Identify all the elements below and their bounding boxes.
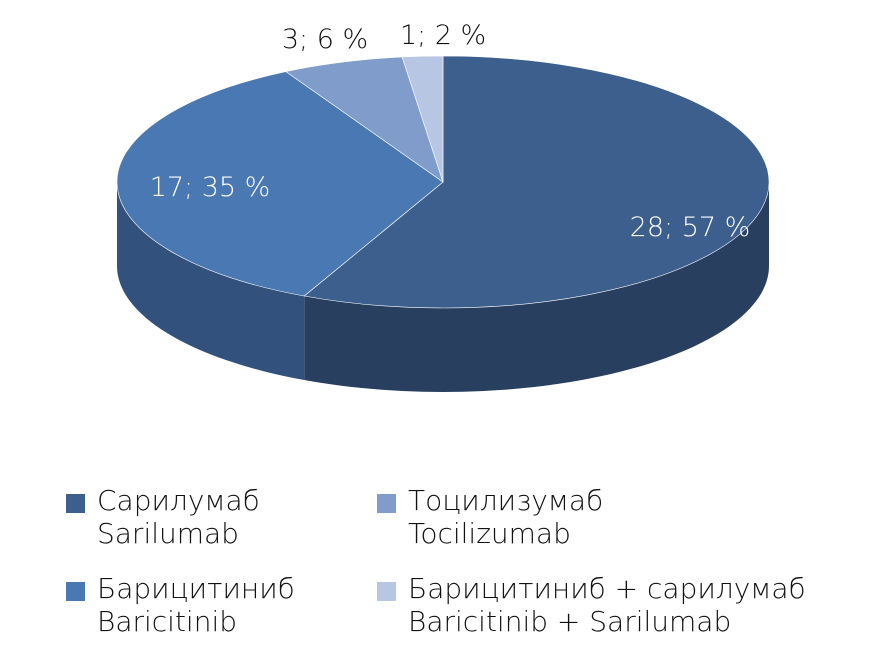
pie-slice-baricitinib	[116, 71, 444, 297]
slice-label-tocilizumab: 3; 6 %	[282, 24, 368, 55]
slice-label-baricitinib-sarilumab: 1; 2 %	[400, 20, 486, 51]
slice-label-baricitinib: 17; 35 %	[150, 172, 271, 203]
legend-label-sarilumab-ru: Сарилумаб	[97, 484, 260, 517]
legend-label-tocilizumab-en: Tocilizumab	[408, 517, 571, 550]
legend-item-sarilumab: Сарилумаб Sarilumab	[66, 484, 260, 550]
pie-chart: 28; 57 % 17; 35 % 3; 6 % 1; 2 %	[116, 20, 770, 393]
legend-item-baricitinib: Барицитиниб Baricitinib	[66, 572, 295, 638]
legend-swatch-tocilizumab	[377, 494, 396, 513]
pie-side-baricitinib	[116, 182, 305, 381]
legend-label-baricitinib-ru: Барицитиниб	[97, 572, 295, 605]
legend-swatch-baricitinib-sarilumab	[377, 582, 396, 601]
legend-label-baricitinib-sarilumab-en: Baricitinib + Sarilumab	[408, 605, 732, 638]
pie-tops	[116, 55, 770, 309]
pie-slice-baricitinib_sarilumab	[401, 55, 444, 183]
pie-side-sarilumab	[304, 182, 769, 393]
slice-label-sarilumab: 28; 57 %	[630, 212, 751, 243]
chart-legend: Сарилумаб Sarilumab Тоцилизумаб Tocilizu…	[0, 470, 886, 654]
pie-labels: 28; 57 % 17; 35 % 3; 6 % 1; 2 %	[150, 20, 751, 243]
legend-label-baricitinib-en: Baricitinib	[97, 605, 238, 638]
legend-swatch-sarilumab	[66, 494, 85, 513]
legend-label-baricitinib-sarilumab-ru: Барицитиниб + сарилумаб	[408, 572, 806, 605]
legend-swatch-baricitinib	[66, 582, 85, 601]
pie-slice-tocilizumab	[285, 56, 444, 183]
legend-item-tocilizumab: Тоцилизумаб Tocilizumab	[377, 484, 603, 550]
pie-sides	[116, 182, 769, 393]
legend-label-sarilumab-en: Sarilumab	[97, 517, 239, 550]
pie-slice-sarilumab	[303, 55, 770, 309]
legend-label-tocilizumab-ru: Тоцилизумаб	[408, 484, 604, 517]
legend-item-baricitinib-sarilumab: Барицитиниб + сарилумаб Baricitinib + Sa…	[377, 572, 806, 638]
